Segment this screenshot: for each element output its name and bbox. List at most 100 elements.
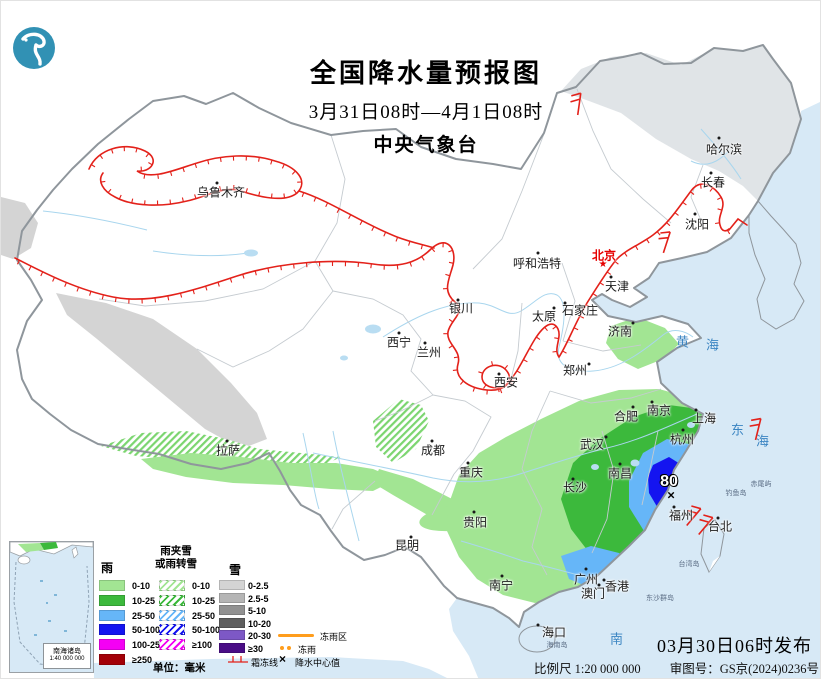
city-label: 呼和浩特 (512, 256, 562, 271)
yangtze-river (312, 413, 698, 483)
city-dot-icon (472, 510, 476, 514)
inset-rain-area-2 (40, 542, 58, 550)
legend-swatch (159, 594, 185, 606)
legend-range-label: 50-100 (132, 625, 161, 636)
city-label: 兰州 (416, 345, 442, 360)
inset-dash-line (13, 561, 90, 669)
city-dot-icon (430, 439, 434, 443)
city-dot-icon (466, 461, 470, 465)
city-dot-icon (709, 171, 713, 175)
city-label: 太原 (531, 309, 557, 324)
legend-range-label: 50-100 (192, 625, 221, 636)
freezing-rain-dot-icon (280, 646, 284, 650)
footer-scale-line: 比例尺 1:20 000 000 审图号：GS京(2024)0236号 (534, 658, 819, 677)
cma-logo (11, 25, 57, 71)
frost-line-ticks (16, 184, 731, 395)
china-border (16, 44, 802, 628)
city-label: 拉萨 (215, 443, 241, 458)
legend-swatch (159, 639, 185, 651)
city-label: 南昌 (607, 466, 633, 481)
city-dot-icon (604, 435, 608, 439)
inset-rain-area (18, 543, 44, 552)
legend-range-label: 0-10 (132, 581, 151, 591)
legend-swatch (219, 630, 245, 641)
legend-swatch (99, 624, 125, 636)
legend-rain-title: 雨 (101, 561, 114, 575)
inset-title: 南海诸岛 (53, 648, 81, 655)
legend-swatch (99, 594, 125, 606)
city-dot-icon (497, 372, 501, 376)
sea-label: 黄 (675, 334, 691, 350)
city-label: 哈尔滨 (705, 142, 743, 157)
city-label: 贵阳 (462, 515, 488, 530)
wind-barb-icon (749, 417, 762, 441)
precip-center-marker: × (667, 487, 675, 503)
city-dot-icon (225, 439, 229, 443)
inset-islands (34, 580, 67, 636)
legend-range-label: 10-20 (248, 618, 272, 629)
wind-barb-icon (698, 514, 714, 536)
taiwan-south-tip (709, 556, 720, 572)
legend-snow-title: 雪 (229, 563, 242, 577)
city-label: 西宁 (386, 335, 412, 350)
poyang-lake (630, 459, 640, 467)
city-dot-icon (631, 321, 635, 325)
sea-label: 南 (609, 631, 625, 647)
forecast-period: 3月31日08时—4月1日08时 (308, 102, 544, 123)
city-label: 沈阳 (684, 217, 710, 232)
city-dot-icon (716, 516, 720, 520)
map-title: 全国降水量预报图 (309, 59, 542, 88)
tai-lake (687, 422, 695, 428)
precip-center-icon: × (279, 652, 287, 666)
precip-center-value: 80 (660, 473, 678, 490)
city-label: 南京 (646, 403, 672, 418)
frost-line-ticks (90, 146, 302, 206)
city-label: 海口 (541, 625, 567, 640)
capital-star-icon: ★ (598, 259, 608, 270)
rain-area-shandong (606, 317, 679, 369)
city-label: 澳门 (580, 586, 606, 601)
city-label: 广州 (573, 572, 599, 587)
sleet-area-tibet (101, 431, 341, 471)
inset-hainan (17, 555, 31, 565)
city-dot-icon (631, 405, 635, 409)
wind-barb-icon (658, 231, 671, 254)
city-dot-icon (552, 306, 556, 310)
legend-swatch (99, 580, 125, 591)
city-dot-icon (571, 477, 575, 481)
sea-area (449, 101, 820, 678)
city-label: 台北 (707, 519, 733, 534)
lancang-river (332, 430, 360, 542)
approval-number: 审图号：GS京(2024)0236号 (669, 662, 819, 676)
city-label: 济南 (607, 324, 633, 339)
rain-area-tibet-band (141, 453, 397, 491)
legend-range-label: 2.5-5 (248, 593, 269, 604)
freezing-rain-label: 冻雨 (298, 645, 317, 655)
city-dot-icon (717, 136, 721, 140)
legend-range-label: 0-10 (192, 581, 211, 591)
city-dot-icon (500, 574, 504, 578)
inset-scale: 1:40 000 000 (49, 656, 85, 662)
city-dot-icon (423, 341, 427, 345)
river-northwest (42, 210, 148, 231)
freezing-rain-zone-icon (278, 634, 314, 637)
city-dot-icon (609, 275, 613, 279)
city-label: 西安 (493, 375, 519, 390)
sea-label: 海 (755, 433, 771, 449)
city-dot-icon (536, 251, 540, 255)
city-label: 银川 (448, 301, 474, 316)
city-dot-icon (618, 462, 622, 466)
city-dot-icon (602, 578, 606, 582)
nu-river (302, 432, 320, 510)
island-label: 东沙群岛 (646, 595, 674, 602)
city-label: 郑州 (562, 363, 588, 378)
small-lake (340, 355, 348, 361)
inset-label-box: 南海诸岛 1:40 000 000 (43, 643, 91, 669)
city-label: 昆明 (394, 538, 420, 553)
sleet-area-sichuan (373, 399, 429, 463)
issue-time: 03月30日06时发布 (657, 636, 812, 656)
city-label: 乌鲁木齐 (196, 185, 246, 200)
legend-swatch (219, 617, 245, 628)
city-label: 长春 (700, 175, 726, 190)
